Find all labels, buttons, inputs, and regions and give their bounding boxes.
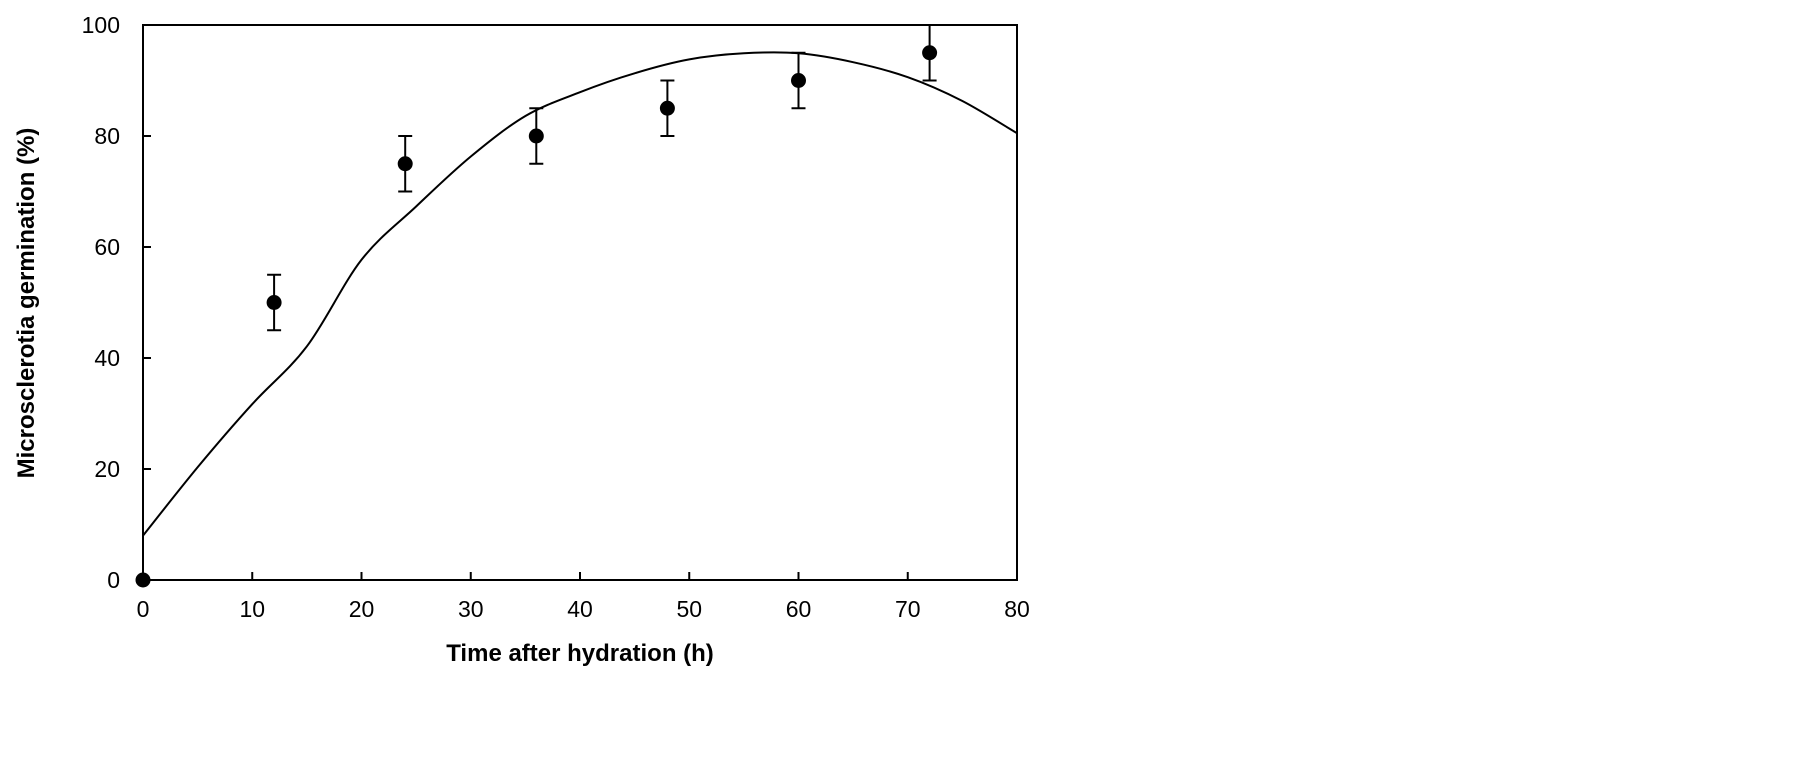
data-point	[397, 156, 413, 172]
fit-curve-layer	[142, 51, 1018, 537]
error-bars	[267, 24, 937, 332]
data-point	[135, 572, 151, 588]
x-axis-ticks: 0 10 20 30 40 50 60 70 80	[137, 572, 1030, 622]
x-tick-label: 20	[349, 596, 375, 622]
x-axis-title: Time after hydration (h)	[446, 640, 714, 667]
y-tick-label: 60	[94, 234, 120, 260]
y-tick-label: 80	[94, 123, 120, 149]
x-tick-label: 10	[239, 596, 265, 622]
y-axis-ticks: 0 20 40 60 80 100	[82, 12, 151, 593]
data-points	[135, 45, 938, 588]
x-tick-label: 50	[676, 596, 702, 622]
y-axis-title: Microsclerotia germination (%)	[13, 128, 40, 479]
x-tick-label: 30	[458, 596, 484, 622]
y-tick-label: 0	[107, 567, 120, 593]
data-point	[791, 73, 806, 88]
data-point	[528, 128, 544, 144]
x-tick-label: 80	[1004, 596, 1030, 622]
x-tick-label: 0	[137, 596, 150, 622]
x-tick-label: 60	[786, 596, 812, 622]
x-tick-label: 70	[895, 596, 921, 622]
x-tick-label: 40	[567, 596, 593, 622]
y-tick-label: 100	[82, 12, 120, 38]
data-point	[266, 295, 282, 310]
data-point	[659, 100, 675, 116]
fit-curve	[142, 51, 1018, 537]
y-tick-label: 40	[94, 345, 120, 371]
data-point	[922, 45, 938, 61]
y-tick-label: 20	[94, 456, 120, 482]
